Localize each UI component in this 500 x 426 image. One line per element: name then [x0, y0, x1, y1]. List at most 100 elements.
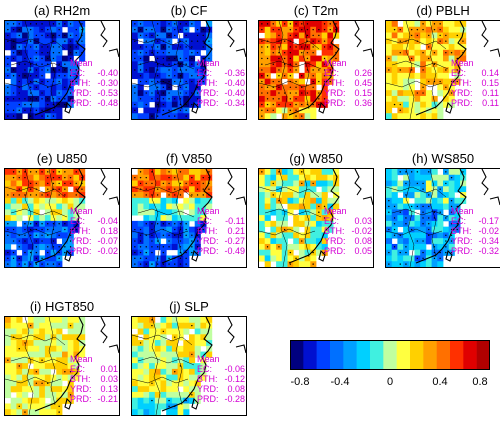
significance-dot [445, 234, 447, 236]
grid-cell [310, 203, 317, 210]
coastline [489, 196, 500, 206]
grid-cell [44, 38, 51, 45]
grid-cell [50, 328, 57, 335]
grid-cell [183, 215, 190, 222]
significance-dot [295, 92, 297, 94]
grid-cell [166, 357, 173, 364]
grid-cell [454, 38, 461, 45]
grid-cell [408, 38, 415, 45]
colorbar-swatch [450, 340, 464, 370]
significance-dot [35, 23, 38, 25]
significance-dot [41, 240, 43, 242]
grid-cell [321, 32, 328, 39]
grid-cell [270, 209, 277, 216]
grid-cell [132, 209, 139, 216]
significance-dot [75, 171, 77, 173]
significance-dot [47, 103, 49, 106]
grid-cell [408, 95, 415, 103]
grid-cell [67, 340, 74, 347]
grid-cell [270, 186, 277, 193]
significance-dot [416, 28, 419, 31]
grid-cell [443, 197, 450, 204]
grid-cell [276, 203, 283, 210]
mean-label: Mean [197, 58, 220, 68]
grid-cell [287, 197, 294, 204]
significance-dot [266, 75, 269, 77]
province-border [5, 80, 62, 88]
significance-dot [12, 257, 15, 260]
grid-cell [408, 238, 415, 245]
significance-dot [29, 40, 32, 42]
significance-dot [445, 171, 447, 173]
significance-dot [29, 23, 32, 25]
significance-dot [58, 28, 60, 31]
significance-dot [64, 223, 66, 225]
grid-cell [194, 203, 201, 210]
grid-cell [437, 197, 444, 204]
significance-dot [445, 34, 447, 37]
grid-cell [189, 169, 196, 176]
grid-cell [194, 322, 201, 329]
significance-dot [156, 46, 159, 48]
significance-dot [139, 98, 142, 100]
grid-cell [22, 197, 29, 204]
grid-cell [33, 197, 40, 204]
significance-dot [422, 223, 424, 225]
region-mean-row: EC: -0.36 [197, 68, 245, 78]
significance-dot [266, 57, 269, 60]
map-panel: (b) CF Mean EC: -0.36 BTH: -0.40 YRD: -0.40 PRD:… [131, 2, 247, 120]
significance-dot [29, 251, 32, 254]
grid-cell [259, 255, 266, 262]
grid-cell [39, 397, 46, 404]
grid-cell [137, 203, 144, 210]
grid-cell [408, 255, 415, 262]
grid-cell [149, 386, 156, 393]
significance-dot [196, 246, 199, 248]
grid-cell [304, 61, 311, 68]
grid-cell [67, 363, 74, 370]
significance-dot [393, 246, 396, 248]
significance-dot [450, 200, 453, 202]
grid-cell [420, 197, 427, 204]
grid-cell [33, 345, 40, 352]
grid-cell [206, 203, 213, 210]
grid-cell [160, 403, 167, 410]
significance-dot [35, 194, 38, 196]
significance-dot [272, 23, 274, 25]
grid-cell [408, 186, 415, 193]
significance-dot [162, 28, 165, 31]
province-border [405, 169, 415, 267]
grid-cell [67, 374, 74, 381]
grid-cell [166, 368, 173, 376]
grid-cell [50, 357, 57, 364]
region-mean-row: BTH: 0.21 [197, 226, 245, 236]
grid-cell [304, 226, 311, 233]
significance-dot [134, 57, 136, 60]
significance-dot [422, 211, 424, 213]
significance-dot [196, 182, 199, 185]
grid-cell [62, 357, 69, 364]
significance-dot [185, 109, 187, 112]
significance-dot [69, 251, 72, 254]
significance-dot [134, 52, 136, 54]
significance-dot [422, 188, 424, 190]
significance-dot [35, 371, 38, 373]
significance-dot [185, 40, 187, 42]
significance-dot [156, 34, 159, 37]
regional-means: Mean EC: 0.14 BTH: 0.15 YRD: 0.11 PRD: 0.11 [451, 58, 499, 108]
significance-dot [64, 63, 66, 65]
grid-cell [281, 255, 288, 262]
significance-dot [145, 194, 147, 196]
significance-dot [261, 40, 263, 42]
grid-cell [62, 397, 69, 404]
significance-dot [29, 171, 32, 173]
significance-dot [450, 211, 453, 213]
significance-dot [191, 246, 193, 248]
grid-cell [310, 113, 317, 119]
province-border [151, 21, 161, 119]
grid-cell [391, 55, 398, 62]
grid-cell [62, 351, 69, 358]
significance-dot [323, 28, 326, 31]
grid-cell [391, 84, 398, 91]
significance-dot [52, 115, 55, 117]
